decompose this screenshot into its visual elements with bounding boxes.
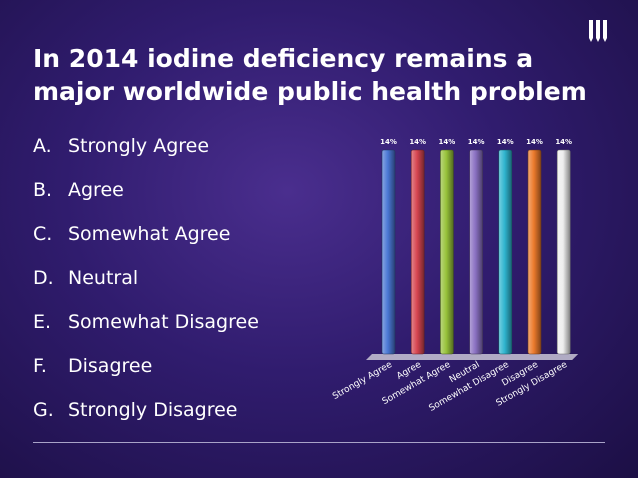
chart-floor (366, 354, 579, 360)
option-d: D. Neutral (33, 265, 259, 309)
option-e: E. Somewhat Disagree (33, 309, 259, 353)
bottom-divider (33, 442, 605, 443)
option-text: Strongly Agree (68, 135, 210, 157)
answer-options: A. Strongly Agree B. Agree C. Somewhat Agre… (33, 133, 259, 441)
option-f: F. Disagree (33, 353, 259, 397)
data-label-6: 14% (555, 138, 572, 146)
logo-icon (588, 18, 608, 44)
option-letter: C. (33, 223, 53, 245)
option-letter: D. (33, 267, 54, 289)
option-letter: B. (33, 179, 53, 201)
option-letter: A. (33, 135, 52, 157)
slide-title: In 2014 iodine deficiency remains a majo… (33, 44, 587, 106)
option-b: B. Agree (33, 177, 259, 221)
data-label-1: 14% (409, 138, 426, 146)
option-letter: G. (33, 399, 54, 421)
bar-2 (440, 149, 454, 355)
option-text: Somewhat Agree (68, 223, 231, 245)
option-c: C. Somewhat Agree (33, 221, 259, 265)
bar-4 (498, 149, 513, 355)
bar-1 (410, 149, 425, 355)
bar-5 (527, 149, 542, 355)
bar-6 (556, 149, 571, 355)
data-label-0: 14% (380, 138, 397, 146)
option-text: Somewhat Disagree (68, 311, 259, 333)
option-text: Strongly Disagree (68, 399, 238, 421)
option-g: G. Strongly Disagree (33, 397, 259, 441)
data-label-4: 14% (497, 138, 514, 146)
bar-3 (469, 149, 483, 355)
option-text: Neutral (68, 267, 139, 289)
option-text: Disagree (68, 355, 153, 377)
data-label-2: 14% (439, 138, 456, 146)
option-a: A. Strongly Agree (33, 133, 259, 177)
option-letter: E. (33, 311, 52, 333)
data-label-5: 14% (526, 138, 543, 146)
data-label-3: 14% (468, 138, 485, 146)
bar-0 (381, 149, 396, 355)
option-text: Agree (68, 179, 124, 201)
option-letter: F. (33, 355, 47, 377)
